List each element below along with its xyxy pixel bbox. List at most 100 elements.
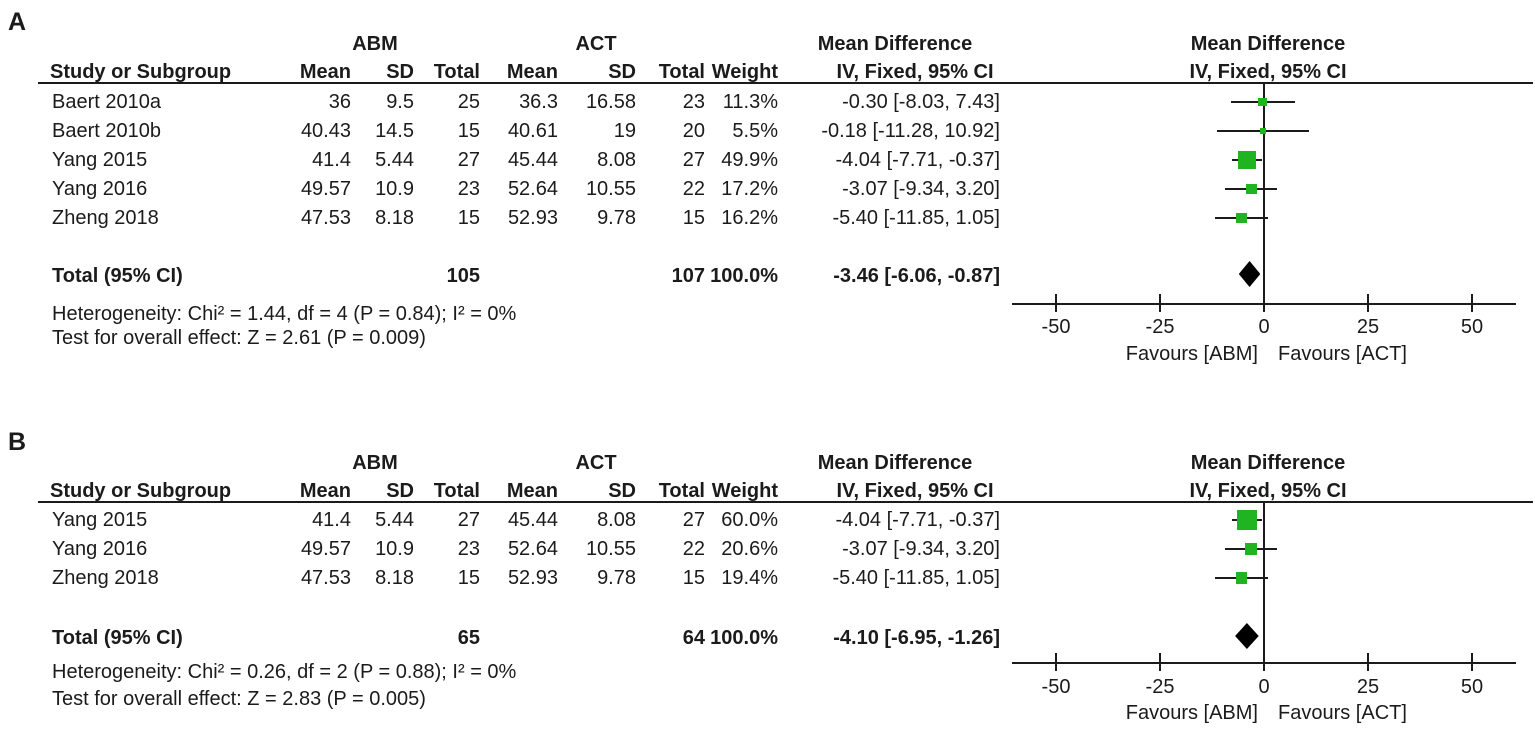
axis-tick-label: 50 bbox=[1460, 676, 1484, 698]
axis-tick-label: -50 bbox=[1041, 316, 1071, 338]
axis-tick-label: 0 bbox=[1258, 676, 1270, 698]
cell-sd1: 14.5 bbox=[375, 120, 414, 142]
cell-mean1: 49.57 bbox=[300, 178, 351, 200]
cell-total2: 27 bbox=[682, 149, 705, 171]
cell-mean2: 52.93 bbox=[507, 207, 558, 229]
cell-mean1: 49.57 bbox=[300, 538, 351, 560]
column-header-study: Study or Subgroup bbox=[50, 61, 232, 83]
cell-mean1: 47.53 bbox=[300, 567, 351, 589]
plot-subheader: IV, Fixed, 95% CI bbox=[1189, 61, 1347, 83]
column-header-total-act: Total bbox=[658, 480, 705, 502]
study-name: Yang 2016 bbox=[52, 538, 148, 560]
cell-sd2: 10.55 bbox=[585, 178, 636, 200]
total-effect-estimate: -3.46 [-6.06, -0.87] bbox=[833, 265, 1000, 287]
effect-column-subheader: IV, Fixed, 95% CI bbox=[836, 61, 994, 83]
cell-effect-estimate: -5.40 [-11.85, 1.05] bbox=[832, 567, 1000, 589]
effect-square bbox=[1235, 572, 1248, 584]
column-header-mean-act: Mean bbox=[506, 480, 558, 502]
cell-total2: 27 bbox=[682, 509, 705, 531]
cell-mean2: 36.3 bbox=[519, 91, 558, 113]
cell-mean1: 41.4 bbox=[312, 149, 351, 171]
cell-effect-estimate: -0.18 [-11.28, 10.92] bbox=[821, 120, 1000, 142]
effect-square bbox=[1260, 127, 1267, 135]
cell-mean2: 52.64 bbox=[507, 538, 558, 560]
group-header-act: ACT bbox=[575, 33, 617, 55]
total-effect-estimate: -4.10 [-6.95, -1.26] bbox=[833, 627, 1000, 649]
axis-tick bbox=[1367, 294, 1369, 312]
cell-effect-estimate: -5.40 [-11.85, 1.05] bbox=[832, 207, 1000, 229]
total-act-n: 107 bbox=[671, 265, 705, 287]
column-header-sd-abm: SD bbox=[386, 480, 414, 502]
column-header-sd-act: SD bbox=[608, 480, 636, 502]
effect-square bbox=[1236, 212, 1247, 224]
overall-effect-text: Test for overall effect: Z = 2.61 (P = 0… bbox=[52, 327, 426, 349]
cell-effect-estimate: -4.04 [-7.71, -0.37] bbox=[835, 509, 1000, 531]
axis-tick-label: -25 bbox=[1145, 316, 1175, 338]
cell-mean1: 47.53 bbox=[300, 207, 351, 229]
cell-sd2: 8.08 bbox=[597, 509, 636, 531]
axis-tick-label: 25 bbox=[1356, 316, 1380, 338]
cell-total2: 23 bbox=[682, 91, 705, 113]
cell-weight: 49.9% bbox=[721, 149, 778, 171]
favours-right-label: Favours [ACT] bbox=[1278, 343, 1407, 365]
axis-tick bbox=[1159, 653, 1161, 671]
favours-right-label: Favours [ACT] bbox=[1278, 702, 1407, 724]
zero-line bbox=[1263, 84, 1265, 303]
cell-weight: 11.3% bbox=[722, 91, 778, 113]
effect-square bbox=[1245, 183, 1257, 195]
column-header-sd-act: SD bbox=[608, 61, 636, 83]
axis-tick bbox=[1471, 653, 1473, 671]
cell-total1: 27 bbox=[457, 509, 480, 531]
study-name: Yang 2015 bbox=[52, 509, 148, 531]
axis-tick bbox=[1471, 294, 1473, 312]
favours-left-label: Favours [ABM] bbox=[1125, 343, 1258, 365]
axis-tick-label: 25 bbox=[1356, 676, 1380, 698]
plot-header: Mean Difference bbox=[1190, 452, 1346, 474]
column-header-sd-abm: SD bbox=[386, 61, 414, 83]
study-name: Baert 2010a bbox=[52, 91, 161, 113]
group-header-act: ACT bbox=[575, 452, 617, 474]
column-header-study: Study or Subgroup bbox=[50, 480, 232, 502]
axis-tick bbox=[1055, 294, 1057, 312]
cell-mean2: 40.61 bbox=[507, 120, 558, 142]
group-header-abm: ABM bbox=[352, 452, 398, 474]
axis-tick-label: -50 bbox=[1041, 676, 1071, 698]
cell-total1: 15 bbox=[457, 120, 480, 142]
cell-total2: 20 bbox=[682, 120, 705, 142]
study-name: Baert 2010b bbox=[52, 120, 161, 142]
total-row-label: Total (95% CI) bbox=[52, 627, 183, 649]
cell-sd1: 8.18 bbox=[375, 207, 414, 229]
cell-mean1: 41.4 bbox=[312, 509, 351, 531]
cell-total1: 23 bbox=[457, 178, 480, 200]
cell-sd2: 9.78 bbox=[597, 207, 636, 229]
cell-total1: 23 bbox=[457, 538, 480, 560]
plot-header: Mean Difference bbox=[1190, 33, 1346, 55]
total-act-n: 64 bbox=[682, 627, 705, 649]
cell-sd1: 10.9 bbox=[375, 538, 414, 560]
cell-weight: 20.6% bbox=[721, 538, 778, 560]
panel-label: A bbox=[8, 8, 27, 36]
group-header-abm: ABM bbox=[352, 33, 398, 55]
effect-square bbox=[1258, 97, 1268, 107]
cell-mean2: 52.93 bbox=[507, 567, 558, 589]
favours-left-label: Favours [ABM] bbox=[1125, 702, 1258, 724]
panel-label: B bbox=[8, 428, 27, 456]
study-name: Zheng 2018 bbox=[52, 567, 159, 589]
cell-mean1: 36 bbox=[328, 91, 351, 113]
zero-line bbox=[1263, 503, 1265, 662]
cell-total1: 15 bbox=[457, 207, 480, 229]
cell-total2: 15 bbox=[682, 207, 705, 229]
cell-total1: 15 bbox=[457, 567, 480, 589]
heterogeneity-text: Heterogeneity: Chi² = 1.44, df = 4 (P = … bbox=[52, 303, 517, 325]
column-header-mean-act: Mean bbox=[506, 61, 558, 83]
study-name: Zheng 2018 bbox=[52, 207, 159, 229]
cell-sd1: 10.9 bbox=[375, 178, 414, 200]
study-name: Yang 2015 bbox=[52, 149, 148, 171]
column-header-mean-abm: Mean bbox=[299, 61, 351, 83]
cell-sd1: 8.18 bbox=[375, 567, 414, 589]
cell-total2: 22 bbox=[682, 538, 705, 560]
effect-column-header: Mean Difference bbox=[817, 452, 973, 474]
axis-tick bbox=[1263, 653, 1265, 671]
column-header-total-abm: Total bbox=[433, 61, 480, 83]
